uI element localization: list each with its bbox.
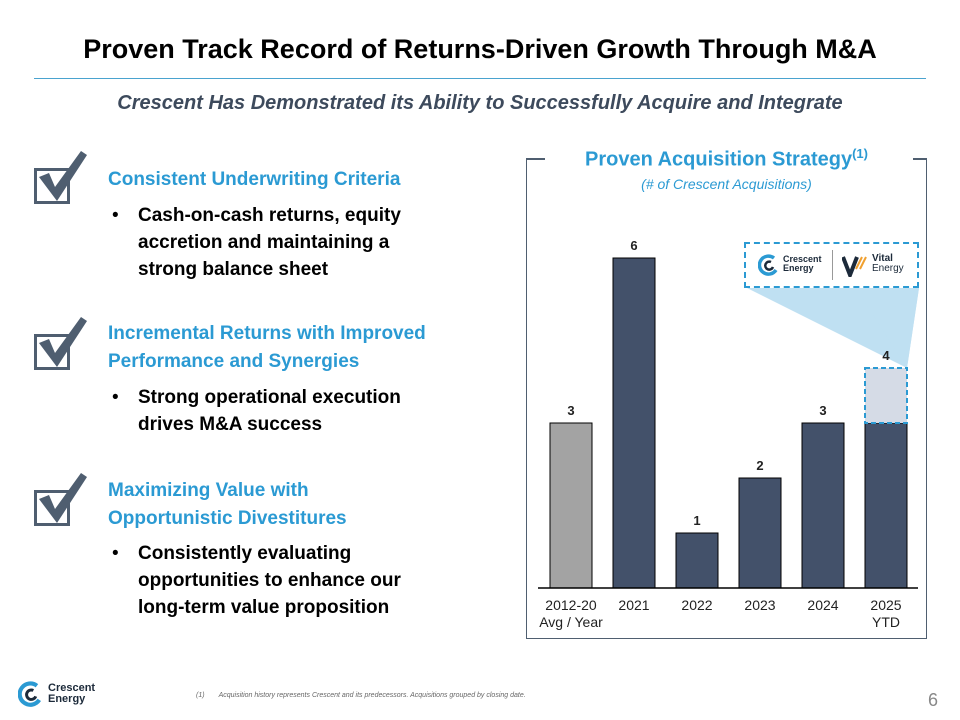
callout-wedge-fill: [747, 288, 919, 368]
acquisition-logo-callout: Crescent Energy Vital Energy: [744, 242, 919, 288]
brand-text: Crescent Energy: [48, 683, 95, 705]
x-tick-label: YTD: [872, 614, 900, 630]
data-label: 3: [567, 403, 574, 418]
brand-line: Energy: [48, 693, 86, 705]
footnote-text: Acquisition history represents Crescent …: [218, 692, 526, 699]
bullet-dot: •: [112, 543, 119, 564]
chart-title-footnote: (1): [852, 146, 868, 161]
bar: [801, 422, 845, 589]
vital-logo-icon: [842, 256, 867, 277]
data-label: 4: [882, 348, 890, 363]
chart-subtitle: (# of Crescent Acquisitions): [641, 176, 812, 192]
brand-line: Crescent: [48, 682, 96, 694]
bar: [612, 257, 656, 589]
crescent-brand-logo: Crescent Energy: [17, 681, 95, 712]
chart-title: Proven Acquisition Strategy(1): [526, 146, 927, 172]
page-number: 6: [928, 690, 939, 710]
chart-frame: [526, 158, 927, 639]
x-tick-label: 2012-20: [545, 597, 597, 613]
data-label: 6: [630, 238, 637, 253]
footnote-number: (1): [196, 692, 205, 699]
crescent-logo-icon: [17, 681, 42, 707]
section-title-line: Opportunistic Divestitures: [108, 508, 347, 529]
section-title-underwriting: Consistent Underwriting Criteria: [108, 166, 498, 194]
section-title-line: Incremental Returns with Improved: [108, 323, 426, 344]
checkbox-icon: [34, 317, 87, 370]
bullet-line: drives M&A success: [138, 414, 323, 435]
bullet-divestitures: • Consistently evaluating opportunities …: [112, 540, 472, 621]
logo-line: Vital: [872, 253, 893, 264]
title-divider: [34, 78, 926, 79]
chart-frame-top-left: [526, 158, 545, 160]
crescent-logo-icon: [758, 254, 778, 276]
section-title-line: Maximizing Value with: [108, 480, 309, 501]
bullet-line: accretion and maintaining a: [138, 232, 390, 253]
bullet-dot: •: [112, 205, 119, 226]
section-title-returns: Incremental Returns with Improved Perfor…: [108, 320, 498, 376]
logo-line: Energy: [783, 263, 814, 273]
page-title: Proven Track Record of Returns-Driven Gr…: [83, 34, 877, 64]
data-label: 3: [819, 403, 826, 418]
bullet-dot: •: [112, 387, 119, 408]
bar: [864, 422, 908, 589]
x-tick-label: 2021: [618, 597, 649, 613]
x-tick-label: 2023: [744, 597, 775, 613]
bullet-line: Consistently evaluating: [138, 543, 352, 564]
bullet-line: strong balance sheet: [138, 259, 329, 280]
data-label: 1: [693, 513, 700, 528]
bar-pending: [864, 367, 908, 424]
bar: [549, 422, 593, 589]
x-tick-label: 2022: [681, 597, 712, 613]
bullet-line: long-term value proposition: [138, 597, 390, 618]
x-tick-label: 2024: [807, 597, 838, 613]
footnote: (1) Acquisition history represents Cresce…: [196, 692, 526, 699]
bar: [675, 532, 719, 589]
chart-title-text: Proven Acquisition Strategy: [585, 148, 853, 171]
logo-divider: [832, 250, 833, 280]
logo-line: Crescent: [783, 254, 822, 264]
x-tick-label: Avg / Year: [539, 614, 603, 630]
bullet-line: opportunities to enhance our: [138, 570, 401, 591]
data-label: 2: [756, 458, 763, 473]
section-title-line: Performance and Synergies: [108, 351, 360, 372]
bar: [738, 477, 782, 589]
chart-frame-top-right: [913, 158, 927, 160]
bullet-returns: • Strong operational execution drives M&…: [112, 384, 472, 438]
checkbox-icon: [34, 473, 87, 526]
bullet-underwriting: • Cash-on-cash returns, equity accretion…: [112, 202, 472, 283]
section-title-line: Consistent Underwriting Criteria: [108, 169, 401, 190]
bullet-line: Strong operational execution: [138, 387, 401, 408]
logo-line: Energy: [872, 263, 904, 274]
crescent-logo-text: Crescent Energy: [783, 255, 822, 273]
vital-logo-text: Vital Energy: [872, 254, 904, 274]
bullet-line: Cash-on-cash returns, equity: [138, 205, 401, 226]
x-tick-label: 2025: [870, 597, 901, 613]
page-subtitle: Crescent Has Demonstrated its Ability to…: [117, 92, 843, 114]
section-title-divestitures: Maximizing Value with Opportunistic Dive…: [108, 477, 498, 533]
checkbox-icon: [34, 151, 87, 204]
